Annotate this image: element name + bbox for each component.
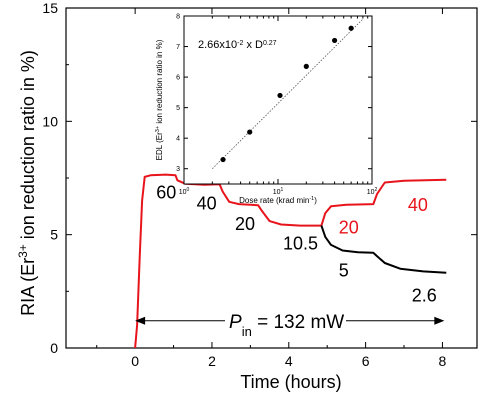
dose-rate-annotation: 5 xyxy=(339,261,349,281)
inset-y-tick-label: 3 xyxy=(176,166,180,173)
inset-x-label-text: Dose rate (krad min xyxy=(239,196,309,205)
inset-y-tick-label: 4 xyxy=(176,136,180,143)
inset-formula-mid: x D xyxy=(243,39,263,51)
dose-rate-annotation: 60 xyxy=(156,182,176,202)
series-line-0 xyxy=(134,173,447,349)
x-tick-label: 0 xyxy=(131,353,139,369)
y-axis-label-sup: 3+ xyxy=(16,244,30,258)
inset-y-axis-label: EDL (Er3+ ion reduction ratio in %) xyxy=(155,39,164,160)
inset-x-label-sup: -1 xyxy=(309,196,314,202)
inset-x-axis-label: Dose rate (krad min-1) xyxy=(239,196,317,205)
pin-arrowhead-left xyxy=(135,316,146,325)
inset-chart: 3 4 5 6 7 8 100 101 102 2.66x10-2 x D0.27 Dose r… xyxy=(155,14,378,206)
main-series xyxy=(134,173,447,349)
x-tick-label: 8 xyxy=(439,353,447,369)
dose-rate-annotation: 20 xyxy=(339,218,359,238)
inset-fit-formula: 2.66x10-2 x D0.27 xyxy=(198,39,277,51)
inset-x-tick-label: 102 xyxy=(367,187,378,196)
inset-fit-line xyxy=(212,18,364,170)
pin-label-value: = 132 mW xyxy=(252,312,344,333)
y-tick-label: 0 xyxy=(50,340,58,356)
inset-ticks: 3 4 5 6 7 8 100 101 102 xyxy=(176,14,377,197)
pin-label-p: P xyxy=(229,312,242,333)
y-tick-label: 15 xyxy=(42,0,58,16)
inset-data-point xyxy=(348,25,354,31)
inset-y-tick-label: 5 xyxy=(176,105,180,112)
inset-y-label-sup: 3+ xyxy=(155,126,161,132)
inset-frame xyxy=(183,15,373,185)
pin-label-sub: in xyxy=(242,323,252,338)
pin-label: Pin = 132 mW xyxy=(229,312,344,339)
dose-rate-annotation: 10.5 xyxy=(283,233,318,253)
inset-x-label-close: ) xyxy=(314,196,317,205)
inset-y-label-post: ion reduction ratio in %) xyxy=(155,39,164,126)
inset-data-point xyxy=(303,63,309,69)
inset-x-tick-label: 100 xyxy=(179,187,190,196)
x-tick-label: 2 xyxy=(208,353,216,369)
inset-formula-sup1: -2 xyxy=(237,40,243,47)
dose-rate-annotation: 40 xyxy=(408,195,428,215)
series-line-1 xyxy=(320,225,447,274)
dose-rate-annotation: 2.6 xyxy=(412,286,437,306)
pin-indicator: Pin = 132 mW xyxy=(135,312,445,339)
pin-arrowhead-right xyxy=(434,316,445,325)
inset-data-point xyxy=(247,129,253,135)
dose-rate-annotation: 40 xyxy=(197,194,217,214)
inset-y-tick-label: 7 xyxy=(176,44,180,51)
inset-formula-sup2: 0.27 xyxy=(263,40,277,47)
y-tick-label: 5 xyxy=(50,227,58,243)
y-axis-label: RIA (Er3+ ion reduction ratio in %) xyxy=(16,50,38,316)
inset-y-label-pre: EDL (Er xyxy=(155,132,164,160)
inset-data-point xyxy=(277,92,283,99)
y-axis-label-pre: RIA (Er xyxy=(18,258,38,316)
dose-rate-annotation: 20 xyxy=(235,214,255,234)
inset-data-point xyxy=(220,156,226,163)
inset-data-point xyxy=(331,37,338,44)
inset-y-tick-label: 6 xyxy=(176,75,180,82)
inset-y-tick-label: 8 xyxy=(176,14,180,21)
main-annotations: 60 40 20 10.5 20 40 5 2.6 xyxy=(156,182,436,305)
y-axis-label-post: ion reduction ratio in %) xyxy=(18,50,38,244)
inset-marks xyxy=(212,18,364,170)
y-tick-label: 10 xyxy=(42,113,58,129)
x-axis-label: Time (hours) xyxy=(240,372,341,392)
inset-x-tick-label: 101 xyxy=(273,187,284,196)
x-tick-label: 6 xyxy=(362,353,370,369)
inset-formula-pre: 2.66x10 xyxy=(198,39,237,51)
x-tick-label: 4 xyxy=(285,353,293,369)
